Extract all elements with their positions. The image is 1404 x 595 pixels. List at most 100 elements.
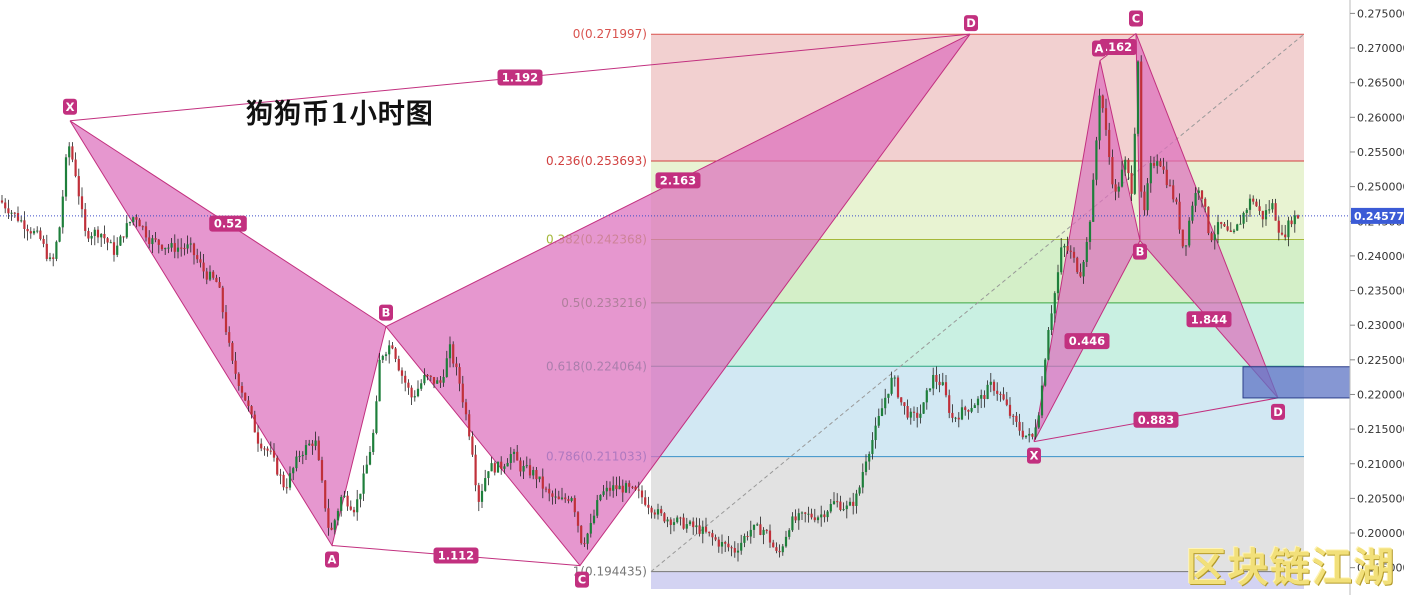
candle-body bbox=[1175, 199, 1178, 202]
candle-body bbox=[1021, 430, 1024, 438]
candle-body bbox=[173, 243, 176, 252]
candle-body bbox=[1156, 161, 1159, 166]
candle-body bbox=[938, 381, 941, 386]
candle-body bbox=[845, 505, 848, 510]
candle-body bbox=[48, 257, 52, 259]
candle-body bbox=[797, 513, 800, 521]
candle-body bbox=[106, 238, 109, 243]
candle-body bbox=[189, 243, 192, 245]
candle-body bbox=[90, 235, 93, 239]
candle-body bbox=[263, 448, 266, 450]
candle-body bbox=[1079, 272, 1082, 277]
candle-body bbox=[1271, 203, 1274, 210]
candle-body bbox=[1172, 185, 1175, 200]
candle-body bbox=[68, 146, 71, 158]
candle-body bbox=[1264, 210, 1268, 220]
candle-body bbox=[343, 495, 346, 497]
candle-body bbox=[368, 452, 372, 465]
candle-body bbox=[1005, 399, 1008, 405]
candle-body bbox=[884, 397, 887, 409]
candle-body bbox=[1034, 427, 1037, 437]
candle-body bbox=[640, 490, 644, 498]
candle-body bbox=[560, 497, 564, 500]
candle-body bbox=[1104, 108, 1108, 130]
candle-body bbox=[1044, 359, 1047, 386]
candle-body bbox=[1088, 221, 1092, 242]
prz-box bbox=[1242, 366, 1351, 399]
candle-body bbox=[218, 282, 221, 288]
candle-body bbox=[496, 461, 500, 473]
pattern-1-point-a-bg bbox=[325, 551, 339, 568]
candle-body bbox=[932, 374, 935, 389]
candle-body bbox=[1117, 186, 1120, 192]
candle-body bbox=[624, 483, 628, 493]
candle-body bbox=[96, 229, 100, 238]
pattern-2-point-b-bg bbox=[1133, 243, 1147, 260]
candle-body bbox=[1210, 233, 1213, 241]
candle-body bbox=[234, 360, 237, 374]
candle-body bbox=[1130, 173, 1133, 194]
candle-body bbox=[839, 501, 842, 510]
candle-body bbox=[909, 411, 912, 418]
candle-body bbox=[736, 550, 740, 553]
pattern-2-point-x: X bbox=[1030, 449, 1039, 463]
candle-body bbox=[442, 376, 445, 383]
candle-body bbox=[861, 471, 864, 488]
candle-body bbox=[1280, 232, 1284, 235]
candle-body bbox=[221, 287, 224, 313]
candle-body bbox=[394, 348, 397, 359]
candle-body bbox=[618, 485, 621, 490]
candle-body bbox=[1098, 95, 1101, 141]
candle-body bbox=[685, 524, 688, 529]
pattern-1-point-x: X bbox=[66, 100, 75, 114]
candle-body bbox=[1012, 415, 1015, 417]
fib-level-label: 0(0.271997) bbox=[573, 27, 647, 41]
candle-body bbox=[285, 487, 288, 489]
candle-body bbox=[199, 259, 202, 263]
candle-body bbox=[327, 508, 330, 528]
candle-body bbox=[464, 402, 468, 415]
candle-body bbox=[148, 237, 151, 245]
candle-body bbox=[26, 228, 29, 232]
candle-body bbox=[484, 478, 487, 491]
candle-body bbox=[954, 417, 957, 419]
candle-body bbox=[122, 236, 125, 238]
pattern-2-point-a: A bbox=[1095, 42, 1104, 56]
candle-body bbox=[154, 238, 157, 240]
candle-body bbox=[570, 498, 573, 501]
candle-body bbox=[848, 501, 852, 506]
candle-body bbox=[1136, 61, 1140, 134]
candle-body bbox=[64, 157, 68, 197]
candle-body bbox=[240, 386, 244, 393]
candle-body bbox=[308, 443, 311, 446]
candle-body bbox=[692, 521, 695, 528]
candle-body bbox=[1076, 257, 1079, 273]
candle-body bbox=[781, 546, 784, 553]
candle-body bbox=[272, 450, 276, 458]
candle-body bbox=[448, 344, 452, 359]
fib-zone bbox=[651, 456, 1304, 572]
pattern-2-ratio-label: 1.844 bbox=[1191, 312, 1227, 326]
candle-body bbox=[605, 487, 608, 492]
candle-body bbox=[1200, 190, 1204, 199]
candle-body bbox=[1069, 250, 1072, 252]
candle-body bbox=[288, 473, 292, 488]
candle-body bbox=[13, 212, 16, 214]
candle-body bbox=[820, 514, 823, 518]
candle-body bbox=[1242, 212, 1245, 224]
candle-body bbox=[282, 474, 285, 488]
candle-body bbox=[829, 504, 832, 512]
candle-body bbox=[10, 212, 13, 214]
candle-body bbox=[455, 363, 458, 368]
candle-body bbox=[759, 524, 762, 535]
candle-body bbox=[724, 542, 727, 544]
candle-body bbox=[653, 512, 656, 515]
candle-body bbox=[391, 345, 394, 349]
chart-title: 狗狗币1小时图 bbox=[246, 99, 434, 130]
candle-body bbox=[951, 412, 954, 418]
candle-body bbox=[522, 466, 525, 472]
